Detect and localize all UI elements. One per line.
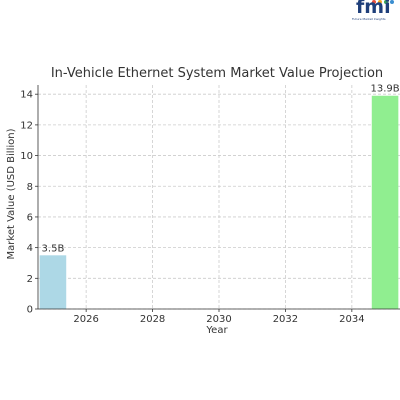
y-tick-label: 12 [20, 120, 33, 131]
fmi-logo: fmi Future Market Insights [352, 0, 398, 22]
x-axis-label: Year [205, 325, 228, 336]
y-tick-label: 4 [27, 243, 33, 254]
x-tick-label: 2032 [273, 314, 298, 325]
logo-text: fmi [356, 0, 391, 18]
x-tick-label: 2028 [140, 314, 165, 325]
y-tick-label: 0 [27, 305, 33, 316]
y-tick-labels: 0 2 4 6 8 10 12 14 [20, 90, 33, 316]
bar-2025 [39, 255, 67, 309]
grid-lines [38, 85, 400, 310]
y-tick-label: 2 [27, 274, 33, 285]
logo-subtext: Future Market Insights [352, 17, 386, 21]
logo-dot-blue [390, 0, 394, 4]
y-axis-label: Market Value (USD Billion) [6, 128, 17, 259]
bar-2035 [371, 95, 399, 310]
y-tick-label: 6 [27, 212, 33, 223]
x-tick-label: 2034 [339, 314, 364, 325]
axes-group [35, 85, 400, 312]
logo-dot-red [372, 0, 376, 4]
y-tick-label: 8 [27, 182, 33, 193]
bars-group [39, 95, 399, 310]
y-tick-label: 10 [20, 151, 33, 162]
x-tick-labels: 2026 2028 2030 2032 2034 [73, 314, 364, 325]
data-label-2035: 13.9B [370, 84, 399, 95]
data-label-2025: 3.5B [42, 243, 65, 254]
x-tick-label: 2026 [73, 314, 98, 325]
y-tick-label: 14 [20, 90, 33, 101]
logo-dot-green [384, 0, 388, 4]
x-tick-label: 2030 [206, 314, 231, 325]
data-labels-group: 3.5B 13.9B [42, 84, 400, 255]
logo-dot-orange [378, 0, 382, 4]
chart-title: In-Vehicle Ethernet System Market Value … [51, 66, 383, 81]
